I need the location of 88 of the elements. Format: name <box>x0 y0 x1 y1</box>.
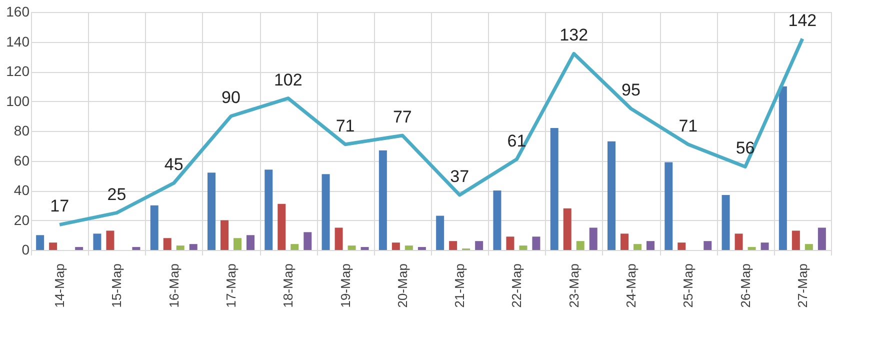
data-label: 90 <box>222 88 240 108</box>
bar <box>760 242 769 250</box>
data-label: 102 <box>274 70 302 90</box>
bar <box>132 247 140 250</box>
data-label: 95 <box>622 80 640 100</box>
bar <box>493 190 502 250</box>
bar <box>678 242 686 250</box>
bar <box>778 86 787 250</box>
data-label: 17 <box>50 196 70 216</box>
y-tick-label: 20 <box>14 212 30 228</box>
x-tick-label: 20-Мар <box>394 264 410 308</box>
bar <box>304 232 312 250</box>
bar <box>620 234 628 250</box>
bar <box>150 205 158 250</box>
bar <box>576 241 584 250</box>
bar <box>360 247 369 250</box>
bar <box>278 204 286 250</box>
data-label: 71 <box>336 116 355 136</box>
bar <box>634 244 642 250</box>
bar <box>264 170 273 250</box>
bar <box>563 208 572 250</box>
data-label: 45 <box>164 155 184 174</box>
bar <box>704 241 712 250</box>
x-tick-label: 25-Мар <box>680 264 696 308</box>
bar <box>550 128 558 250</box>
y-tick-label: 0 <box>22 242 30 258</box>
bar <box>163 238 172 250</box>
x-tick-label: 19-Мар <box>338 264 353 308</box>
y-tick-label: 140 <box>6 33 30 50</box>
y-tick-label: 120 <box>6 63 30 79</box>
x-tick-label: 22-Мар <box>509 264 524 308</box>
bar <box>234 238 242 250</box>
bar <box>208 172 216 250</box>
x-tick-label: 27-Мар <box>794 264 810 308</box>
bar <box>436 216 444 250</box>
bar <box>220 220 228 250</box>
data-label: 132 <box>560 26 588 45</box>
bar <box>322 174 330 250</box>
bar <box>818 228 826 250</box>
bar <box>475 241 484 250</box>
y-tick-label: 60 <box>14 152 30 168</box>
bar <box>734 234 743 250</box>
bar <box>792 230 800 250</box>
bar <box>404 246 413 250</box>
bar <box>75 247 84 250</box>
bar <box>418 247 426 250</box>
bar <box>506 236 514 250</box>
bar <box>176 246 184 250</box>
bar <box>49 242 58 250</box>
bar <box>532 236 540 250</box>
x-tick-label: 14-Мар <box>52 264 68 308</box>
y-tick-label: 40 <box>14 182 30 198</box>
bar <box>106 230 114 250</box>
x-tick-label: 23-Мар <box>566 264 582 308</box>
bar <box>646 241 654 250</box>
bar <box>449 241 458 250</box>
x-tick-label: 26-Мар <box>738 264 753 308</box>
data-label: 77 <box>392 107 412 126</box>
x-tick-label: 15-Мар <box>109 264 124 308</box>
bar <box>348 246 356 250</box>
bar <box>334 228 343 250</box>
bar <box>519 246 528 250</box>
bar <box>189 244 198 250</box>
x-tick-label: 18-Мар <box>280 264 296 308</box>
bar <box>589 228 598 250</box>
data-label: 142 <box>788 10 817 30</box>
bar <box>93 234 102 250</box>
bar <box>392 242 400 250</box>
data-label: 71 <box>678 116 698 136</box>
x-tick-label: 24-Мар <box>624 264 638 308</box>
x-tick-label: 17-Мар <box>224 264 238 308</box>
x-tick-label: 21-Мар <box>452 264 468 308</box>
bar <box>722 194 730 250</box>
bar <box>748 247 756 250</box>
x-tick-label: 16-Мар <box>166 264 182 308</box>
bar <box>378 150 387 250</box>
bar <box>608 141 616 250</box>
data-label: 37 <box>450 166 470 186</box>
bar <box>664 162 673 250</box>
bar <box>804 244 813 250</box>
y-tick-label: 80 <box>14 122 30 138</box>
data-label: 25 <box>107 184 126 204</box>
bar <box>290 244 299 250</box>
data-label: 61 <box>507 131 526 150</box>
bar <box>36 235 44 250</box>
y-tick-label: 160 <box>6 4 30 20</box>
bar <box>246 235 254 250</box>
y-tick-label: 100 <box>6 92 30 109</box>
